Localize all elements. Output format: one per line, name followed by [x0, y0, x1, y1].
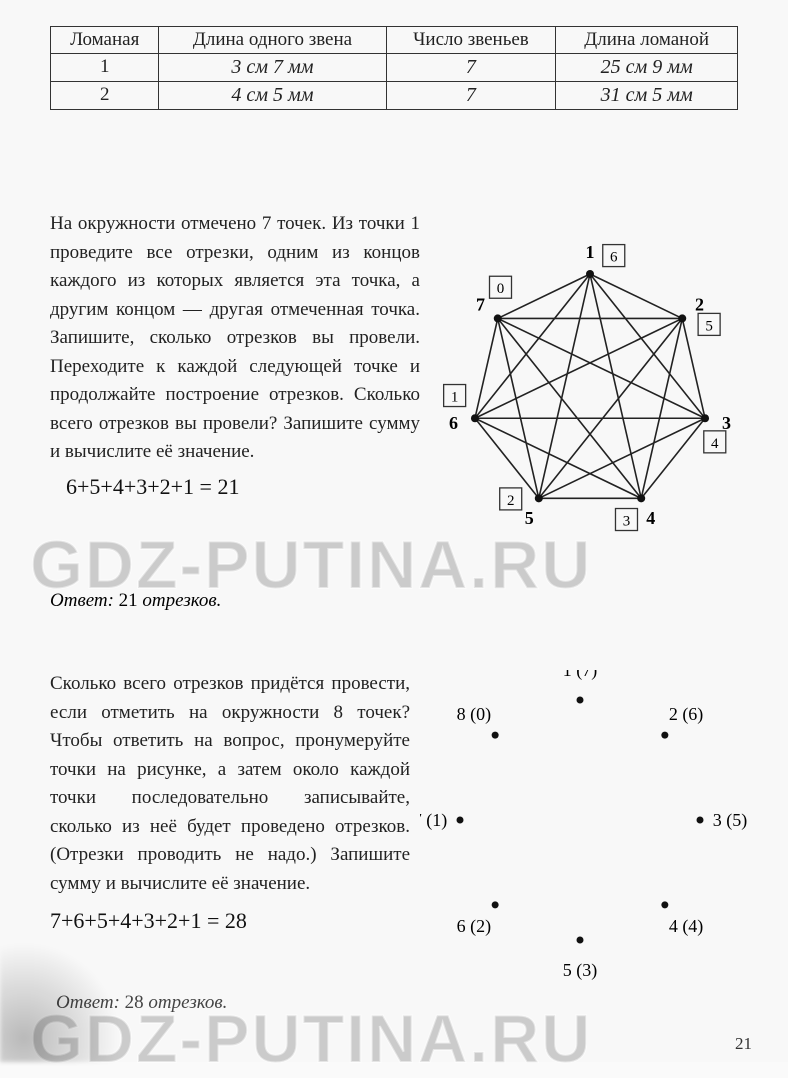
cell: 25 см 9 мм [556, 53, 738, 81]
svg-text:4: 4 [711, 436, 719, 452]
th-link-length: Длина одного звена [159, 27, 386, 54]
page-number: 21 [735, 1034, 752, 1054]
th-polyline: Ломаная [51, 27, 159, 54]
svg-text:8 (0): 8 (0) [457, 704, 492, 725]
svg-text:4 (4): 4 (4) [669, 916, 704, 937]
problem1-formula: 6+5+4+3+2+1 = 21 [66, 474, 239, 500]
cell: 4 см 5 мм [159, 81, 386, 109]
table-row: 1 3 см 7 мм 7 25 см 9 мм [51, 53, 738, 81]
cell: 7 [386, 81, 556, 109]
octagon-diagram: 1 (7) 2 (6) 3 (5) 4 (4) 5 (3) 6 (2) 7 (1) 8 (0) [420, 670, 760, 990]
svg-text:2: 2 [507, 493, 515, 509]
svg-text:7 (1): 7 (1) [420, 810, 447, 831]
svg-text:1: 1 [451, 390, 459, 406]
svg-text:6 (2): 6 (2) [457, 916, 492, 937]
cell: 7 [386, 53, 556, 81]
svg-text:3: 3 [623, 514, 631, 530]
svg-text:3: 3 [722, 413, 731, 433]
svg-text:5: 5 [705, 318, 713, 334]
svg-text:2: 2 [695, 295, 704, 315]
svg-text:1 (7): 1 (7) [563, 670, 598, 681]
polyline-table: Ломаная Длина одного звена Число звеньев… [50, 26, 738, 110]
svg-text:6: 6 [610, 250, 618, 266]
cell: 2 [51, 81, 159, 109]
svg-text:3 (5): 3 (5) [713, 810, 748, 831]
th-total-length: Длина ломаной [556, 27, 738, 54]
svg-text:5 (3): 5 (3) [563, 960, 598, 981]
svg-text:1: 1 [586, 242, 595, 262]
svg-text:7: 7 [476, 295, 485, 315]
svg-text:6: 6 [449, 413, 458, 433]
problem2-text: Сколько всего отрезков придётся провести… [50, 670, 410, 898]
th-link-count: Число звеньев [386, 27, 556, 54]
cell: 3 см 7 мм [159, 53, 386, 81]
svg-text:0: 0 [497, 281, 505, 297]
watermark: GDZ-PUTINA.RU [30, 526, 592, 604]
heptagon-diagram: 16253443526170 [420, 232, 760, 552]
page-smudge [0, 942, 120, 1062]
table-row: 2 4 см 5 мм 7 31 см 5 мм [51, 81, 738, 109]
svg-text:2 (6): 2 (6) [669, 704, 704, 725]
cell: 31 см 5 мм [556, 81, 738, 109]
svg-text:4: 4 [646, 508, 655, 528]
problem2-formula: 7+6+5+4+3+2+1 = 28 [50, 908, 247, 934]
problem1-text: На окружности отмечено 7 точек. Из точки… [50, 210, 420, 467]
cell: 1 [51, 53, 159, 81]
